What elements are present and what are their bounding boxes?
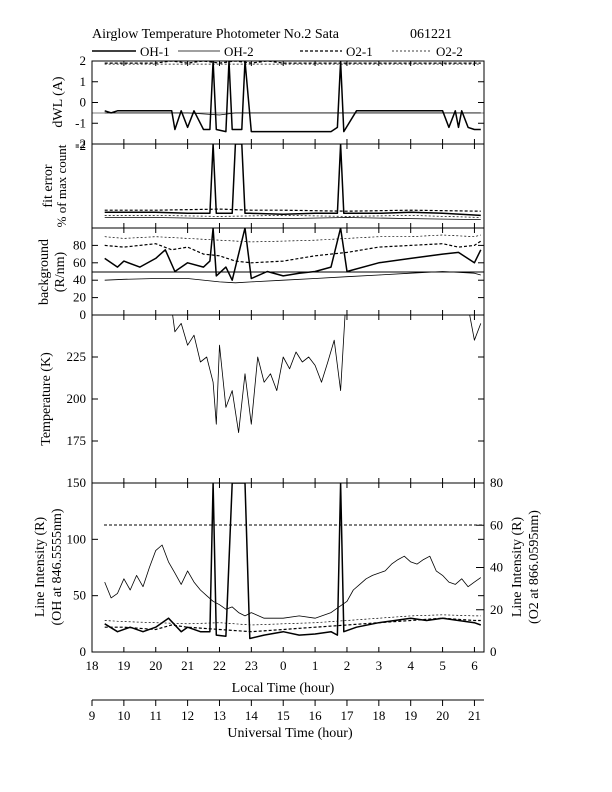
panel-temperature-frame xyxy=(91,314,485,484)
panel-line-intensity-frame xyxy=(91,482,485,653)
background-series-oh-2 xyxy=(104,271,481,284)
legend-label-oh-2: OH-2 xyxy=(224,44,254,59)
ytick-label-line-intensity-3: 0 xyxy=(80,644,87,659)
fit-error-ylabel-unit: % of max count xyxy=(54,144,69,227)
ut-tick-label-3: 12 xyxy=(181,708,194,723)
panel-fit-error-series xyxy=(104,144,481,220)
xtick-label-local-6: 0 xyxy=(280,658,287,673)
dwl-series-oh-1 xyxy=(104,61,481,133)
xtick-label-local-8: 2 xyxy=(344,658,351,673)
xtick-label-local-10: 4 xyxy=(407,658,414,673)
fit-error-ylabel: fit error xyxy=(41,164,56,207)
intensity-ylabel-right: Line Intensity (R) xyxy=(510,517,525,618)
ytick-label-dwl-3: -1 xyxy=(75,115,86,130)
background-ylabel: background xyxy=(37,239,52,305)
xtick-label-local-1: 19 xyxy=(117,658,130,673)
ytick-right-label-1: 60 xyxy=(490,517,503,532)
line-intensity-series-o2-1 xyxy=(104,617,481,633)
ytick-label-dwl-2: 0 xyxy=(80,95,87,110)
fit-error-series-oh-2 xyxy=(104,217,481,220)
ytick-label-background-3: 20 xyxy=(73,290,86,305)
panel-temperature-series xyxy=(110,315,482,434)
legend: OH-1 OH-2 O2-1 O2-2 xyxy=(92,44,463,59)
line-intensity-series-o2-2 xyxy=(104,614,481,626)
panel-dwl-series xyxy=(104,61,481,133)
ut-tick-label-11: 20 xyxy=(436,708,449,723)
xtick-label-local-11: 5 xyxy=(439,658,446,673)
ytick-label-line-intensity-2: 50 xyxy=(73,588,86,603)
panel-fit-error-frame xyxy=(91,143,485,229)
ytick-label-dwl-0: 2 xyxy=(80,53,87,68)
xtick-label-local-12: 6 xyxy=(471,658,478,673)
ut-tick-label-9: 18 xyxy=(372,708,385,723)
ytick-right-label-4: 0 xyxy=(490,644,497,659)
ut-tick-label-2: 11 xyxy=(149,708,162,723)
ut-tick-label-7: 16 xyxy=(309,708,323,723)
xtick-label-local-5: 23 xyxy=(245,658,258,673)
local-time-xlabel: Local Time (hour) xyxy=(232,681,335,696)
ytick-label-temperature-2: 175 xyxy=(67,433,87,448)
ytick-label-line-intensity-1: 100 xyxy=(67,531,87,546)
ytick-right-label-0: 80 xyxy=(490,475,503,490)
background-series-oh-1 xyxy=(104,228,482,281)
fit-error-series-oh-1 xyxy=(104,144,481,217)
xtick-label-local-7: 1 xyxy=(312,658,319,673)
background-ylabel-unit: (R/nm) xyxy=(53,251,68,292)
intensity-ylabel: Line Intensity (R) xyxy=(33,517,48,618)
fit-error-series-o2-1 xyxy=(104,208,481,212)
intensity-ylabel-unit: (OH at 846.5555nm) xyxy=(50,508,65,625)
ut-tick-label-1: 10 xyxy=(117,708,130,723)
ytick-label-fit-error-top: -2 xyxy=(75,138,86,153)
ut-tick-label-0: 9 xyxy=(89,708,96,723)
ytick-label-temperature-1: 200 xyxy=(67,391,87,406)
xtick-label-local-0: 18 xyxy=(86,658,99,673)
xtick-label-local-2: 20 xyxy=(149,658,162,673)
line-intensity-series-oh-2 xyxy=(104,544,482,619)
temperature-ylabel: Temperature (K) xyxy=(39,352,54,446)
ytick-label-background-1: 60 xyxy=(73,255,86,270)
chart-title: Airglow Temperature Photometer No.2 Sata xyxy=(92,27,340,42)
ytick-label-background-2: 40 xyxy=(73,272,86,287)
ytick-label-dwl-4: -2 xyxy=(75,136,86,151)
xtick-label-local-4: 22 xyxy=(213,658,226,673)
intensity-ylabel-right-unit: (O2 at 866.0595nm) xyxy=(527,510,542,624)
ytick-right-label-2: 40 xyxy=(490,560,503,575)
ut-tick-label-5: 14 xyxy=(245,708,259,723)
dwl-series-oh-2 xyxy=(104,112,481,116)
ytick-label-line-intensity-0: 150 xyxy=(67,475,87,490)
xtick-label-local-3: 21 xyxy=(181,658,194,673)
legend-label-o2-2: O2-2 xyxy=(436,44,463,59)
dwl-ylabel: dWL (A) xyxy=(51,76,66,128)
dwl-series-o2-1 xyxy=(104,61,481,64)
ut-tick-label-6: 15 xyxy=(277,708,290,723)
ut-tick-label-8: 17 xyxy=(340,708,354,723)
legend-label-oh-1: OH-1 xyxy=(140,44,170,59)
temperature-series-temperature xyxy=(110,315,482,434)
ut-tick-label-4: 13 xyxy=(213,708,226,723)
ut-tick-label-12: 21 xyxy=(468,708,481,723)
ytick-label-background-4: 0 xyxy=(80,307,87,322)
ytick-right-label-3: 20 xyxy=(490,602,503,617)
legend-label-o2-1: O2-1 xyxy=(346,44,373,59)
ytick-label-background-0: 80 xyxy=(73,237,86,252)
panel-background-series xyxy=(104,228,482,284)
axis-ticks: 210-1-2806040200225200175150100500-28060… xyxy=(67,53,504,723)
chart-date: 061221 xyxy=(410,27,452,42)
ut-tick-label-10: 19 xyxy=(404,708,417,723)
background-series-o2-2 xyxy=(104,234,481,243)
universal-time-xlabel: Universal Time (hour) xyxy=(227,726,353,741)
panel-line-intensity-series xyxy=(104,483,484,640)
ytick-label-temperature-0: 225 xyxy=(67,349,87,364)
fit-error-series-o2-2 xyxy=(104,215,481,218)
line-intensity-series-oh-1 xyxy=(104,483,482,640)
background-series-o2-1 xyxy=(104,240,482,264)
xtick-label-local-9: 3 xyxy=(376,658,383,673)
ytick-label-dwl-1: 1 xyxy=(80,74,87,89)
